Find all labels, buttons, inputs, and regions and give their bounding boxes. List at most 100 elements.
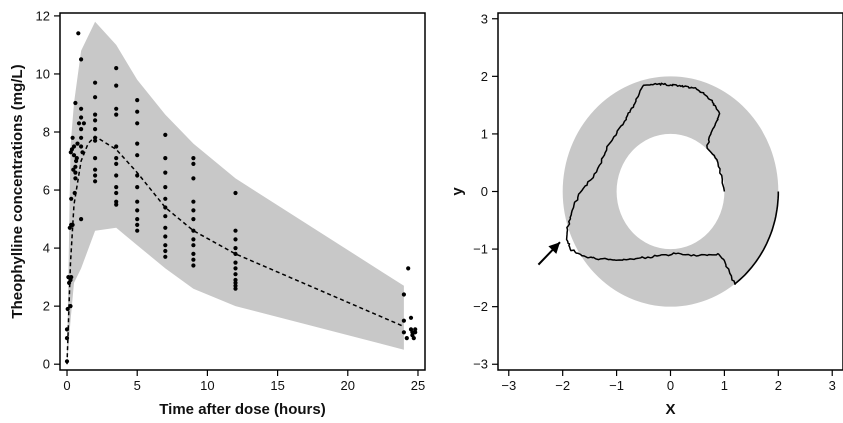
data-point [93,80,98,85]
x-tick-label: 2 [775,378,782,393]
data-point [93,173,98,178]
data-point [135,141,140,146]
data-point [406,266,411,271]
data-point [114,173,119,178]
arrow-head [548,242,560,254]
data-point [114,202,119,207]
median-curve [66,135,405,365]
data-point [79,106,84,111]
x-axis-ticks: −3 −2 −1 0 1 2 3 [501,370,836,393]
data-point [76,31,81,36]
data-point [74,156,79,161]
data-point [93,118,98,123]
data-point [73,176,78,181]
y-tick-label: 1 [481,126,488,141]
observation-points [64,31,418,364]
data-point [163,248,168,254]
y-axis-ticks: 3 2 1 0 −1 −2 −3 [473,11,498,372]
x-tick-label: 15 [270,378,284,393]
y-tick-label: −1 [473,242,488,257]
data-point [135,217,140,222]
data-point [163,156,168,161]
x-tick-label: −2 [555,378,570,393]
data-point [191,199,196,204]
data-point [233,260,238,265]
data-point [233,237,238,242]
data-point [93,127,98,132]
data-point [70,135,75,140]
data-point [191,156,196,161]
walk-line [565,82,736,286]
data-point [79,127,84,132]
arc-line [734,191,780,285]
trajectory-path [565,82,736,286]
x-tick-label: 5 [134,378,141,393]
data-point [93,112,98,117]
data-point [413,330,418,335]
data-point [93,95,98,100]
y-axis-label: Theophylline concentrations (mg/L) [9,64,26,318]
data-point [69,147,74,152]
y-tick-label: −3 [473,357,488,372]
outer-arc-segment [734,191,780,285]
data-point [233,266,238,271]
data-point [191,176,196,181]
data-point [411,336,416,341]
data-point [79,135,84,140]
data-point [114,83,119,88]
data-point [135,98,140,103]
annulus-shape [562,76,779,307]
data-point [71,153,77,158]
data-point [401,330,406,335]
annulus-path-chart: −3 −2 −1 0 1 2 3 3 2 1 0 −1 −2 −3 X y [449,11,843,418]
data-point [135,222,140,227]
data-point [135,228,140,233]
data-point [64,336,70,341]
data-point [233,272,238,277]
x-axis-label: X [665,401,675,418]
y-tick-label: 4 [43,241,50,256]
y-axis-label: y [449,187,466,196]
y-tick-label: 2 [43,299,50,314]
data-point [76,121,82,126]
y-tick-label: 12 [36,8,50,23]
data-point [114,156,119,161]
x-tick-label: −1 [609,378,624,393]
data-point [114,161,119,166]
data-point [401,318,406,323]
data-point [114,144,119,149]
y-tick-label: 8 [43,125,50,140]
data-point [93,138,98,143]
data-point [114,199,119,204]
data-point [71,167,76,172]
data-point [71,144,77,149]
plot-frame [497,12,843,371]
data-point [191,237,196,242]
data-point [191,208,196,213]
data-point [93,156,98,161]
data-point [233,228,238,233]
arrow-indicator [537,241,561,266]
data-point [69,196,74,201]
data-point [191,257,196,262]
median-line [66,135,405,365]
data-point [163,254,168,259]
x-tick-label: 0 [63,378,70,393]
data-point [93,167,98,172]
y-tick-label: 0 [481,184,488,199]
data-point [114,106,119,111]
data-point [163,170,168,175]
data-point [79,217,84,222]
annulus-region [562,76,779,307]
theophylline-chart: 0 5 10 15 20 25 0 2 4 6 8 10 12 Time after dose (ho… [9,8,426,418]
x-tick-label: 1 [721,378,728,393]
y-tick-label: −2 [473,299,488,314]
data-point [79,144,84,149]
x-tick-label: 25 [411,378,425,393]
data-point [163,214,168,219]
data-point [233,246,238,251]
x-tick-label: 20 [341,378,355,393]
x-tick-label: −3 [501,378,516,393]
data-point [163,225,168,230]
data-point [233,280,238,285]
